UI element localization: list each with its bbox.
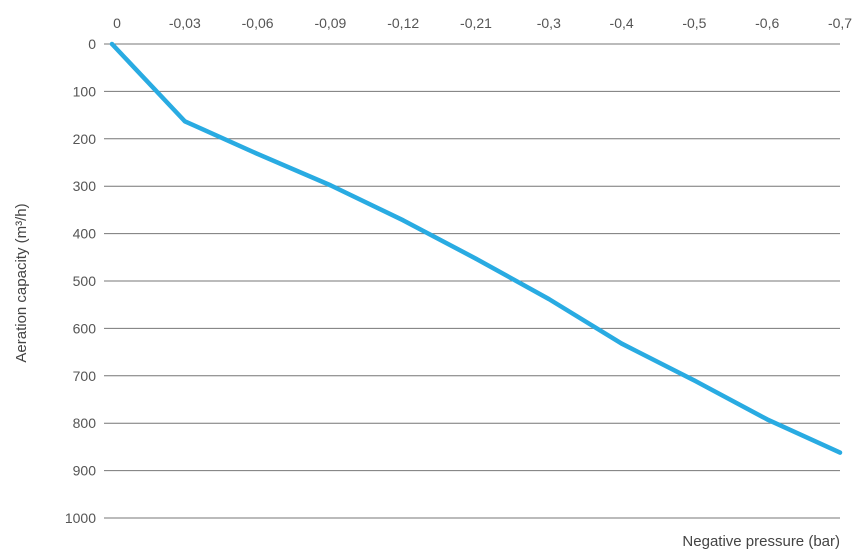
x-tick-label: -0,3 [537,15,561,31]
x-tick-labels: 0 -0,03 -0,06 -0,09 -0,12 -0,21 -0,3 -0,4 -0,5 -0… [113,15,852,31]
data-point [838,450,842,455]
series-line [109,41,843,455]
data-point [110,42,114,46]
x-tick-label: -0,5 [682,15,706,31]
y-tick-label: 200 [73,131,97,147]
data-point [401,218,406,223]
data-point [765,417,770,422]
x-tick-label: -0,21 [460,15,492,31]
y-tick-labels: 0 100 200 300 400 500 600 700 800 900 1000 [65,36,96,526]
x-tick-label: -0,06 [242,15,274,31]
series-layer [109,41,843,455]
y-tick-label: 1000 [65,510,96,526]
y-tick-label: 0 [88,36,96,52]
data-point [255,151,260,156]
y-axis-label: Aeration capacity (m³/h) [13,203,30,362]
x-tick-label: -0,6 [755,15,779,31]
y-tick-label: 400 [73,226,97,242]
y-tick-label: 700 [73,368,97,384]
y-tick-label: 100 [73,83,97,99]
data-point [692,378,697,383]
x-tick-label: -0,09 [314,15,346,31]
data-point [182,119,187,124]
x-tick-label: -0,7 [828,15,852,31]
data-point [474,256,478,261]
x-tick-label: -0,12 [387,15,419,31]
y-tick-label: 600 [73,320,97,336]
y-tick-label: 300 [73,178,97,194]
data-point [328,183,333,188]
data-point [619,341,624,346]
data-point [546,297,551,302]
y-tick-label: 500 [73,273,97,289]
x-tick-label: -0,4 [610,15,634,31]
y-tick-label: 800 [73,415,97,431]
y-tick-label: 900 [73,463,97,479]
x-tick-label: 0 [113,15,121,31]
x-tick-label: -0,03 [169,15,201,31]
grid-lines [104,43,840,519]
x-axis-label: Negative pressure (bar) [682,533,840,550]
